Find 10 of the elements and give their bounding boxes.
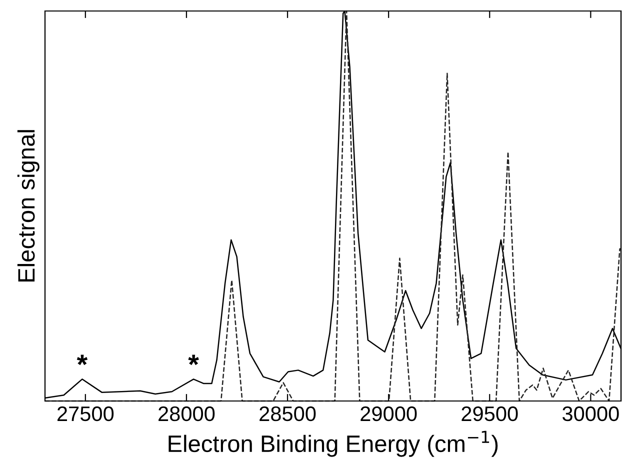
annotation: * xyxy=(76,354,88,366)
x-tick-label: 29500 xyxy=(462,406,518,422)
x-axis-title: Electron Binding Energy (cm$^{−1}$) xyxy=(168,430,498,457)
y-axis-title: Electron signal xyxy=(17,130,40,282)
x-tick-label: 27500 xyxy=(58,406,114,422)
x-tick-label: 28500 xyxy=(260,406,316,422)
annotation: * xyxy=(188,354,199,366)
x-tick-label: 30000 xyxy=(562,406,619,422)
x-tick-label: 28000 xyxy=(158,406,215,422)
x-tick-label: 29000 xyxy=(360,406,417,422)
